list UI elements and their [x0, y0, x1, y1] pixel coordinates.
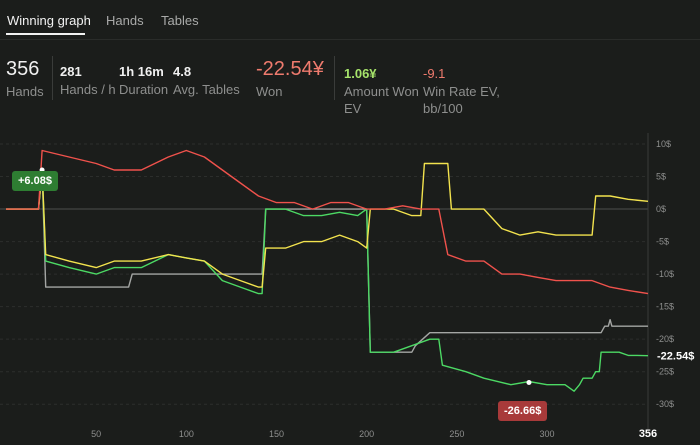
tab-tables[interactable]: Tables [161, 13, 199, 28]
x-tick-label: 150 [269, 429, 284, 439]
stat-hands-per-hour-value: 281 [60, 64, 82, 79]
y-tick-label: -15$ [656, 302, 674, 312]
series-line-series_green [6, 169, 649, 392]
tab-winning-graph[interactable]: Winning graph [7, 13, 91, 28]
active-tab-underline [6, 33, 85, 35]
x-tick-label: 300 [539, 429, 554, 439]
stat-hands-value: 356 [6, 58, 40, 80]
y-tick-label: -25$ [656, 367, 674, 377]
y-tick-label: 0$ [656, 204, 666, 214]
series-line-series_red [6, 149, 649, 295]
stat-divider [334, 56, 335, 100]
stat-avg-tables: 4.8 Avg. Tables [173, 64, 240, 98]
tabs-divider [0, 39, 700, 40]
y-tick-label: -30$ [656, 399, 674, 409]
chart-canvas[interactable]: 10$ 5$ 0$ -5$ -10$ -15$ -20$ -25$ -30$ 50 100 150 20… [0, 133, 700, 445]
end-value-label: -22.54$ [657, 351, 694, 363]
x-tick-label: 200 [359, 429, 374, 439]
x-tick-label: 50 [91, 429, 101, 439]
min-value-badge: -26.66$ [498, 401, 548, 421]
stat-hands-per-hour-label: Hands / h [60, 82, 116, 97]
winning-graph-chart[interactable]: 10$ 5$ 0$ -5$ -10$ -15$ -20$ -25$ -30$ 50 100 150 20… [0, 133, 700, 445]
min-point-marker [526, 380, 532, 386]
stat-win-rate-ev-label: Win Rate EV, bb/100 [423, 84, 500, 116]
stat-amount-won-ev-label: Amount Won EV [344, 84, 419, 116]
tab-bar: Winning graph Hands Tables [0, 0, 700, 40]
stat-duration-value: 1h 16m [119, 64, 164, 79]
stat-divider [52, 56, 53, 100]
stat-duration-label: Duration [119, 82, 169, 97]
stat-hands-label: Hands [6, 84, 44, 99]
stat-won: -22.54¥ Won [256, 58, 324, 100]
y-tick-label: -20$ [656, 334, 674, 344]
stat-win-rate-ev-value: -9.1 [423, 66, 446, 81]
x-tick-label: 100 [179, 429, 194, 439]
stat-avg-tables-value: 4.8 [173, 64, 192, 79]
stat-amount-won-ev-value: 1.06¥ [344, 66, 377, 81]
stat-hands: 356 Hands [6, 58, 44, 100]
stat-won-value: -22.54¥ [256, 58, 324, 80]
y-tick-label: 10$ [656, 139, 671, 149]
y-tick-label: -10$ [656, 269, 674, 279]
x-end-label: 356 [639, 428, 657, 440]
x-tick-label: 250 [449, 429, 464, 439]
y-tick-label: -5$ [656, 237, 669, 247]
tab-hands[interactable]: Hands [106, 13, 144, 28]
stat-win-rate-ev: -9.1 Win Rate EV, bb/100 [423, 66, 503, 117]
stat-won-label: Won [256, 84, 283, 99]
max-value-badge: +6.08$ [12, 171, 58, 191]
stat-hands-per-hour: 281 Hands / h [60, 64, 116, 98]
series-line-series_gray [6, 169, 648, 353]
stats-bar: 356 Hands 281 Hands / h 1h 16m Duration … [0, 52, 700, 122]
stat-amount-won-ev: 1.06¥ Amount Won EV [344, 66, 419, 117]
series-line-series_yellow [6, 162, 649, 288]
stat-duration: 1h 16m Duration [119, 64, 168, 98]
stat-avg-tables-label: Avg. Tables [173, 82, 240, 97]
y-tick-label: 5$ [656, 172, 666, 182]
